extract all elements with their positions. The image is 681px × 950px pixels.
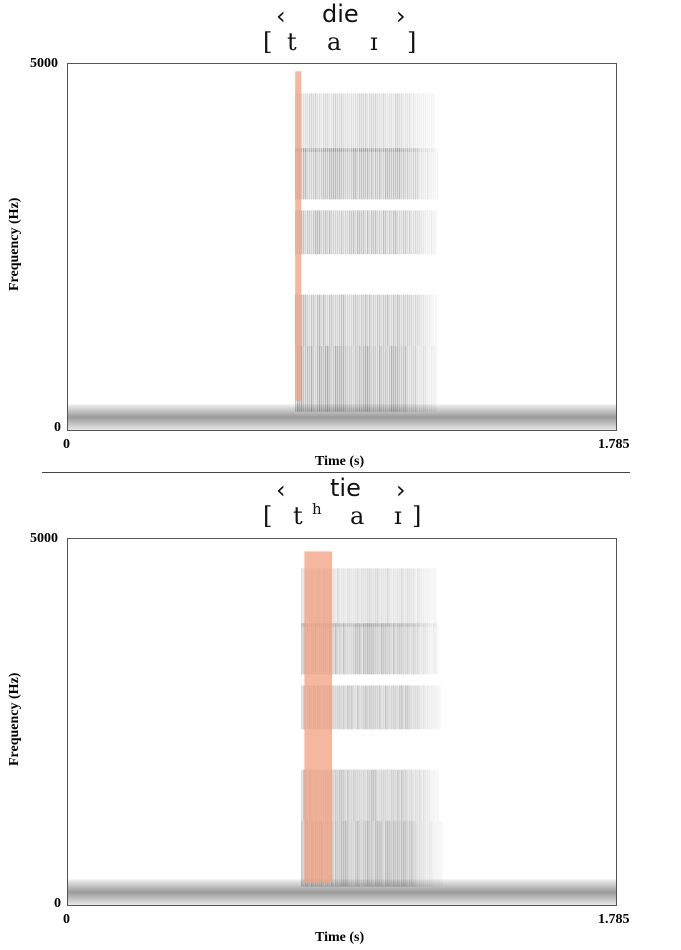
panel-1-ipa-open: [ <box>263 28 272 56</box>
panel-2-ipa-aspiration: h <box>312 500 322 518</box>
panel-divider <box>42 472 630 473</box>
panel-2-transcription: [ t h a ɪ ] <box>0 502 681 532</box>
panel-1-ylabel: Frequency (Hz) <box>7 201 23 291</box>
panel-2-ipa-open: [ <box>263 502 272 530</box>
panel-1-ipa-close: ] <box>407 28 416 56</box>
panel-1-ytick-bottom: 0 <box>54 420 61 436</box>
panel-1-open-bracket: ‹ <box>276 2 286 30</box>
panel-2-close-bracket: › <box>396 476 406 504</box>
highlight-band <box>295 71 301 400</box>
panel-2-ytick-top: 5000 <box>30 531 58 547</box>
panel-1-title: ‹ die › <box>0 0 681 30</box>
panel-1-plot-area <box>67 63 617 431</box>
panel-2-xlabel: Time (s) <box>315 930 364 946</box>
panel-2-xtick-end: 1.785 <box>598 912 630 928</box>
panel-1-xtick-end: 1.785 <box>598 437 630 453</box>
panel-1-ytick-top: 5000 <box>30 56 58 72</box>
panel-2-plot-area <box>67 538 617 906</box>
panel-2-title: ‹ tie › <box>0 474 681 504</box>
panel-2-ipa-close: ] <box>412 502 421 530</box>
panel-1-close-bracket: › <box>396 2 406 30</box>
panel-1-ipa-a: a <box>327 28 341 56</box>
panel-2-ipa-a: a <box>350 502 364 530</box>
highlight-band <box>304 551 332 883</box>
panel-1-spectrogram <box>68 64 616 430</box>
panel-1-xtick-start: 0 <box>63 437 70 453</box>
panel-1-transcription: [ t a ɪ ] <box>0 28 681 58</box>
panel-2-xtick-start: 0 <box>63 912 70 928</box>
speech-energy <box>295 93 438 411</box>
panel-2-ipa-t: t <box>293 502 303 530</box>
panel-2-ytick-bottom: 0 <box>54 896 61 912</box>
panel-1-ipa-i: ɪ <box>370 28 378 56</box>
panel-2-spectrogram <box>68 539 616 905</box>
panel-2-word: tie <box>330 474 361 502</box>
panel-1-xlabel: Time (s) <box>315 454 364 470</box>
panel-1-word: die <box>322 0 359 28</box>
panel-1-ipa-t: t <box>287 28 297 56</box>
panel-2-ylabel: Frequency (Hz) <box>7 676 23 766</box>
panel-2-ipa-i: ɪ <box>394 502 402 530</box>
panel-2-open-bracket: ‹ <box>276 476 286 504</box>
